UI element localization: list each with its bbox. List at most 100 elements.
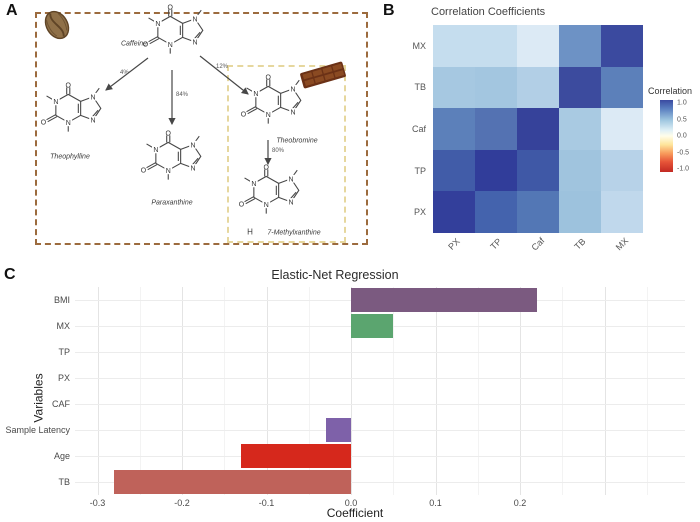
- gridline-major: [266, 287, 268, 495]
- heatmap-col-label-TB: TB: [572, 236, 588, 252]
- category-label-tp: TP: [58, 347, 70, 357]
- heatmap-cell-MX-TP: [475, 25, 517, 67]
- category-label-tb: TB: [58, 477, 70, 487]
- category-label-mx: MX: [56, 321, 71, 331]
- bar-bmi: [351, 288, 537, 312]
- colorbar-legend-title: Correlation: [648, 86, 693, 96]
- heatmap-cell-TP-TB: [559, 149, 601, 192]
- heatmap-cell-PX-TP: [475, 191, 517, 233]
- heatmap-cell-TB-TP: [475, 66, 517, 109]
- heatmap-cell-PX-Caf: [517, 191, 559, 233]
- molecule-label-7-methylxanthine: 7-Methylxanthine: [267, 229, 321, 237]
- category-label-sample-latency: Sample Latency: [5, 425, 70, 435]
- panel-a-label: A: [6, 2, 18, 19]
- heatmap-cell-MX-TB: [559, 25, 601, 67]
- heatmap-cell-MX-MX: [601, 25, 643, 67]
- gridline-minor: [477, 287, 479, 495]
- heatmap-cell-TB-TB: [559, 66, 601, 109]
- x-tick-label-0.1: 0.1: [429, 498, 442, 508]
- gridline-major: [435, 287, 437, 495]
- heatmap-cell-TB-PX: [433, 66, 475, 109]
- category-label-caf: CAF: [52, 399, 70, 409]
- gridline-minor: [139, 287, 141, 495]
- gridline-minor: [646, 287, 648, 495]
- heatmap-row-label-TP: TP: [414, 165, 426, 176]
- heatmap-col-label-MX: MX: [613, 235, 631, 253]
- gridline-major: [182, 287, 183, 495]
- heatmap-row-label-Caf: Caf: [411, 124, 426, 134]
- heatmap-cell-TP-PX: [433, 149, 475, 192]
- gridline-row: [75, 456, 685, 457]
- colorbar-tick-0.0: 0.0: [677, 132, 687, 140]
- bar-mx: [351, 314, 394, 338]
- category-label-bmi: BMI: [53, 295, 70, 305]
- x-tick-label--0.2: -0.2: [174, 498, 190, 508]
- heatmap-cell-PX-PX: [433, 191, 475, 233]
- heatmap-cell-Caf-TB: [559, 108, 601, 150]
- heatmap-col-label-TP: TP: [488, 236, 504, 252]
- heatmap-cell-TB-Caf: [517, 66, 559, 109]
- percent-label-methylxanthine: 80%: [272, 148, 285, 154]
- molecule-label-theophylline: Theophylline: [50, 153, 90, 161]
- colorbar-tick--0.5: -0.5: [677, 149, 690, 156]
- percent-label-theophylline: 4%: [120, 70, 129, 76]
- heatmap-cell-TP-Caf: [517, 149, 559, 192]
- coffee-pathway-box: [35, 12, 368, 245]
- heatmap-col-label-Caf: Caf: [529, 235, 547, 253]
- molecule-label-paraxanthine: Paraxanthine: [151, 199, 193, 207]
- metabolism-arrows: [105, 55, 272, 166]
- gridline-major: [604, 287, 606, 495]
- heatmap-cell-Caf-PX: [433, 108, 475, 150]
- bar-sample-latency: [325, 418, 351, 442]
- heatmap-col-label-PX: PX: [446, 236, 462, 252]
- x-tick-label-0.2: 0.2: [513, 498, 527, 508]
- heatmap-cell-Caf-Caf: [517, 108, 559, 150]
- gridline-minor: [224, 287, 226, 495]
- panel-c-label: C: [4, 266, 16, 283]
- heatmap-cell-TP-MX: [601, 149, 643, 192]
- arrow-caffeine-theophylline: [105, 57, 149, 91]
- gridline-major: [520, 287, 521, 495]
- category-label-px: PX: [57, 373, 70, 383]
- gridline-row: [75, 430, 685, 431]
- heatmap-cell-TB-MX: [601, 66, 643, 109]
- molecule-label-theobromine: Theobromine: [276, 137, 318, 145]
- category-label-age: Age: [53, 451, 70, 461]
- chocolate-pathway-box: [227, 65, 346, 243]
- nh-hydrogen-label: H: [247, 227, 253, 237]
- heatmap-cell-PX-MX: [601, 191, 643, 233]
- heatmap-title: Correlation Coefficients: [431, 6, 546, 18]
- heatmap-cell-PX-TB: [559, 191, 601, 233]
- colorbar-tick-0.5: 0.5: [677, 116, 687, 123]
- heatmap-cell-Caf-TP: [475, 108, 517, 150]
- heatmap-cell-TP-TP: [475, 149, 517, 192]
- x-tick-label--0.1: -0.1: [258, 498, 275, 508]
- x-tick-label-0.0: 0.0: [344, 498, 358, 508]
- percent-label-paraxanthine: 84%: [176, 92, 189, 98]
- x-tick-label--0.3: -0.3: [89, 498, 106, 508]
- heatmap-cell-Caf-MX: [601, 108, 643, 150]
- heatmap-cell-MX-Caf: [517, 25, 559, 67]
- x-axis-title: Coefficient: [326, 506, 384, 520]
- panel-b-label: B: [383, 2, 395, 19]
- gridline-major: [351, 287, 352, 495]
- bar-age: [241, 444, 351, 468]
- heatmap-cell-MX-PX: [433, 25, 475, 67]
- arrow-caffeine-theobromine: [199, 55, 249, 95]
- chocolate-bar-icon: [300, 61, 346, 89]
- colorbar-tick--1.0: -1.0: [677, 165, 690, 173]
- panel-b-correlation-heatmap: B Correlation Coefficients MX TB Caf TP PX P…: [380, 0, 700, 260]
- gridline-row: [75, 352, 685, 353]
- gridline-minor: [393, 287, 395, 495]
- colorbar: [660, 100, 673, 172]
- gridline-row: [75, 482, 685, 483]
- percent-label-theobromine: 12%: [216, 64, 229, 70]
- heatmap-row-label-MX: MX: [412, 40, 427, 51]
- gridline-row: [75, 378, 685, 379]
- heatmap-grid: [433, 25, 643, 233]
- gridline-minor: [562, 287, 564, 495]
- gridline-minor: [308, 287, 310, 495]
- gridline-major: [97, 287, 99, 495]
- panel-a-metabolism-diagram: A Caffeine Theophylline Paraxanthine The…: [0, 0, 380, 260]
- molecule-label-caffeine: Caffeine: [120, 40, 148, 48]
